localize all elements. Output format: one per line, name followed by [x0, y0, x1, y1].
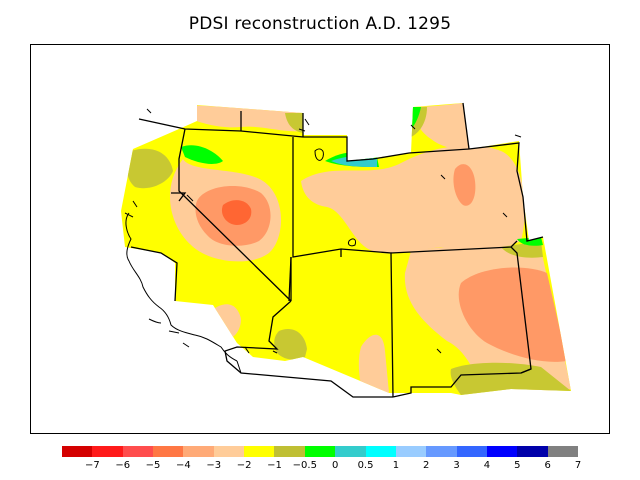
- colorbar-tick-label: −2: [236, 460, 252, 471]
- colorbar-swatch: [213, 446, 245, 457]
- pdsi-contour-region: [221, 200, 252, 225]
- colorbar-swatch: [274, 446, 306, 457]
- colorbar-swatch: [395, 446, 427, 457]
- pdsi-contour-region: [450, 362, 571, 395]
- map-frame: [30, 44, 610, 434]
- pdsi-map: [121, 102, 571, 398]
- colorbar-tick-label: −3: [206, 460, 222, 471]
- colorbar-swatch: [486, 446, 518, 457]
- pdsi-contour-region: [413, 103, 471, 150]
- colorbar-tick-label: −5: [145, 460, 161, 471]
- colorbar-tick-label: 3: [453, 460, 460, 471]
- colorbar-swatch: [426, 446, 458, 457]
- colorbar-swatch: [365, 446, 397, 457]
- pdsi-contour-region: [331, 156, 377, 167]
- coastline: [124, 108, 522, 374]
- colorbar-tick-label: −1: [267, 460, 282, 471]
- colorbar-tick-label: 1: [392, 460, 400, 471]
- colorbar-tick-label: 5: [514, 460, 521, 471]
- state-boundaries: [130, 102, 544, 398]
- colorbar-swatch: [183, 446, 215, 457]
- colorbar-tick-label: 7: [574, 460, 582, 471]
- colorbar-swatch: [547, 446, 579, 457]
- pdsi-contour-region: [187, 105, 303, 132]
- colorbar-swatch: [92, 446, 124, 457]
- colorbar-swatch: [244, 446, 275, 457]
- colorbar-swatch: [122, 446, 154, 457]
- pdsi-contour-region: [274, 329, 307, 360]
- pdsi-contour-region: [458, 267, 567, 362]
- colorbar-swatch: [304, 446, 336, 457]
- colorbar-tick-label: 4: [483, 460, 491, 471]
- colorbar-tick-label: −0.5: [292, 460, 317, 471]
- colorbar-tick-label: 6: [544, 460, 551, 471]
- colorbar-legend: −7 −6 −5 −4 −3 −2 −1 −0.5 0 0.5 1 2 3 4 5 6 7: [62, 446, 582, 476]
- pdsi-contour-region: [285, 113, 303, 133]
- page-title: PDSI reconstruction A.D. 1295: [188, 14, 452, 34]
- colorbar-swatch: [456, 446, 488, 457]
- colorbar-tick-label: −4: [176, 460, 191, 471]
- colorbar-swatch: [153, 446, 184, 457]
- colorbar-swatch: [517, 446, 549, 457]
- colorbar-tick-label: 0.5: [357, 460, 374, 471]
- colorbar-tick-label: −6: [115, 460, 131, 471]
- colorbar-tick-label: 0: [331, 460, 339, 471]
- colorbar-tick-label: 2: [423, 460, 430, 471]
- colorbar-swatch: [62, 446, 93, 457]
- pdsi-contour-region: [181, 145, 223, 164]
- colorbar-tick-label: −7: [84, 460, 100, 471]
- pdsi-contour-region: [126, 148, 173, 189]
- colorbar-swatch: [335, 446, 367, 457]
- pdsi-contour-region: [453, 164, 476, 206]
- pdsi-contour-region: [358, 334, 389, 393]
